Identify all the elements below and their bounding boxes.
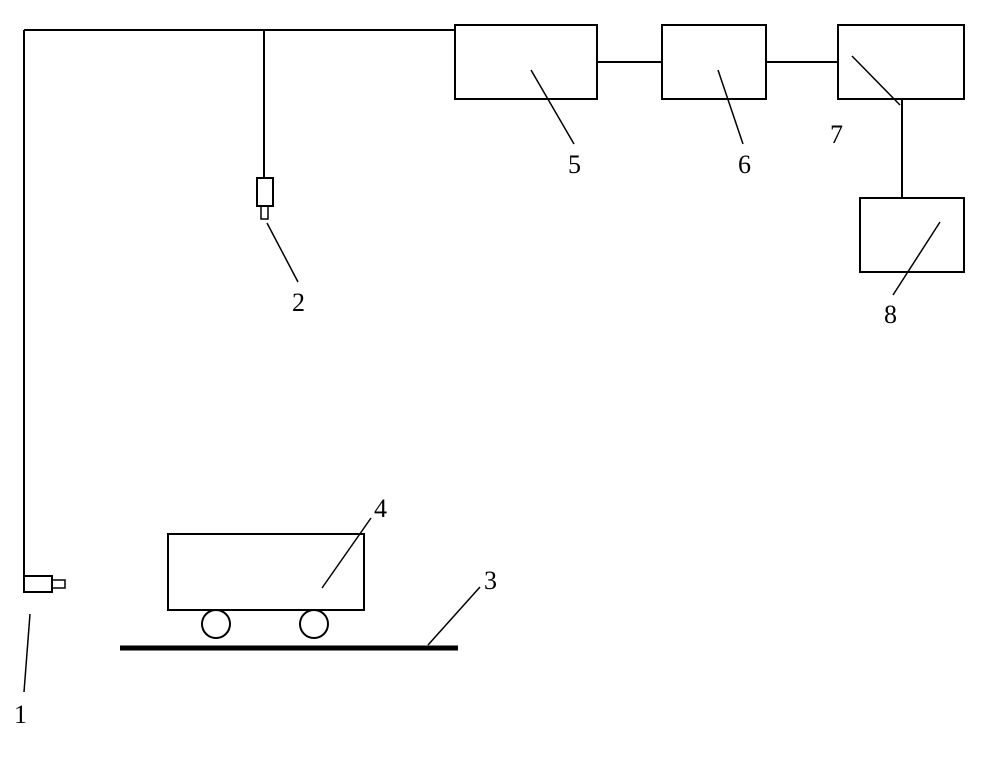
label-4: 4 xyxy=(374,494,387,524)
leader-5 xyxy=(531,70,574,144)
label-1: 1 xyxy=(14,700,27,730)
label-8: 8 xyxy=(884,300,897,330)
leader-6 xyxy=(718,70,743,144)
vehicle-wheel-1 xyxy=(202,610,230,638)
leader-1 xyxy=(24,614,30,692)
label-2: 2 xyxy=(292,288,305,318)
leader-3 xyxy=(428,587,480,645)
diagram-svg xyxy=(0,0,1000,759)
label-5: 5 xyxy=(568,150,581,180)
leader-7 xyxy=(852,56,900,105)
label-6: 6 xyxy=(738,150,751,180)
box-8 xyxy=(860,198,964,272)
leader-2 xyxy=(267,223,298,282)
leader-8 xyxy=(893,222,940,295)
vehicle-body xyxy=(168,534,364,610)
sensor-2-tip xyxy=(261,206,268,219)
sensor-1-tip xyxy=(52,580,65,588)
box-5 xyxy=(455,25,597,99)
label-3: 3 xyxy=(484,566,497,596)
label-7: 7 xyxy=(830,120,843,150)
sensor-1-body xyxy=(24,576,52,592)
sensor-2-body xyxy=(257,178,273,206)
vehicle-wheel-2 xyxy=(300,610,328,638)
box-6 xyxy=(662,25,766,99)
